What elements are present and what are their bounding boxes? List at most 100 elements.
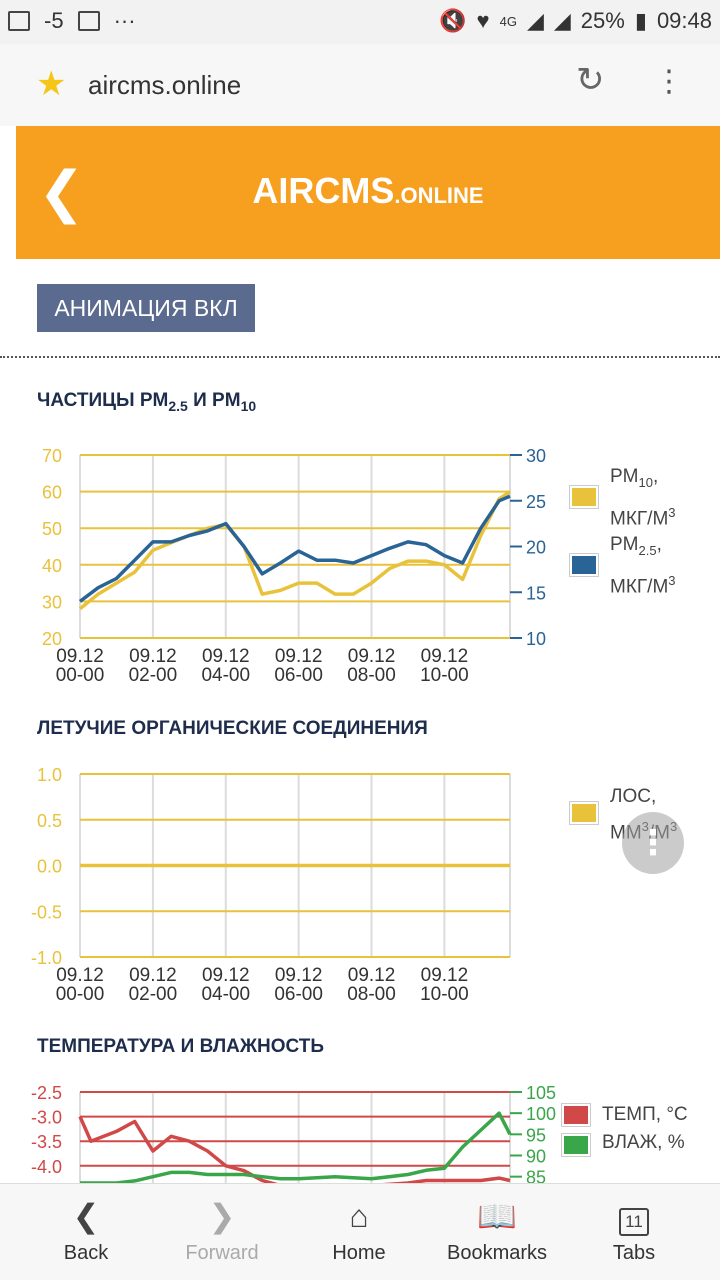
pm25-l1: PM	[610, 534, 639, 555]
pm-title-sub-b: 10	[240, 397, 257, 414]
x-tick-label: 09.12	[129, 965, 177, 986]
y-left-tick: 60	[42, 483, 62, 503]
pm25-sub: 2.5	[638, 542, 657, 558]
y-left-tick: -4.0	[31, 1157, 62, 1177]
y-right-tick: 20	[526, 538, 546, 558]
temp-section-title: ТЕМПЕРАТУРА И ВЛАЖНОСТЬ	[37, 1036, 325, 1057]
voc-l1: ЛОС,	[610, 786, 657, 807]
y-right-tick: 100	[526, 1104, 556, 1124]
x-tick-label: 09.12	[421, 965, 469, 986]
y-right-tick: 85	[526, 1168, 546, 1183]
temp-legend: ТЕМП, °C ВЛАЖ, %	[562, 1100, 720, 1160]
y-left-tick: 1.0	[37, 765, 62, 785]
pm10-legend-swatch[interactable]	[570, 486, 598, 508]
y-left-tick: -2.5	[31, 1083, 62, 1103]
divider	[0, 356, 720, 358]
nav-home-label: Home	[332, 1242, 386, 1264]
image-icon	[8, 11, 30, 31]
x-tick-label: 09.12	[348, 965, 396, 986]
pm25-legend-swatch[interactable]	[570, 554, 598, 576]
y-left-tick: 40	[42, 556, 62, 576]
book-icon: 📖	[477, 1198, 517, 1234]
site-title-suffix: .ONLINE	[394, 183, 484, 208]
reload-icon[interactable]: ↻	[576, 61, 605, 99]
nav-bookmarks[interactable]: 📖 Bookmarks	[427, 1184, 567, 1281]
voc-chart: 1.00.50.0-0.5-1.009.1200-0009.1202-0009.…	[31, 765, 511, 1005]
temp-legend-label: ТЕМП, °C	[602, 1104, 688, 1125]
voc-section-title: ЛЕТУЧИЕ ОРГАНИЧЕСКИЕ СОЕДИНЕНИЯ	[37, 718, 428, 739]
y-left-tick: 20	[42, 629, 62, 649]
pm-legend: PM10, МКГ/М3 PM2.5, МКГ/М3	[570, 462, 720, 597]
pm25-legend-label: PM2.5, МКГ/М3	[610, 530, 676, 602]
x-tick-label: 00-00	[56, 984, 105, 1005]
x-tick-label: 00-00	[56, 665, 105, 686]
x-tick-label: 06-00	[274, 665, 323, 686]
site-title-main: AIRCMS	[252, 170, 395, 211]
site-title: AIRCMS.ONLINE	[16, 170, 720, 212]
x-tick-label: 09.12	[56, 646, 104, 667]
animation-toggle-button[interactable]: АНИМАЦИЯ ВКЛ	[37, 284, 255, 332]
chevron-left-icon[interactable]: ❮	[38, 160, 85, 223]
y-left-tick: -3.5	[31, 1132, 62, 1152]
tab-count: 11	[619, 1208, 649, 1236]
series-line-0	[78, 1115, 511, 1183]
nav-back[interactable]: ❮ Back	[16, 1184, 156, 1281]
url-field[interactable]: aircms.online	[88, 70, 242, 100]
battery-percent: 25%	[580, 8, 625, 33]
status-temp: -5	[44, 8, 64, 33]
series-line-0	[78, 490, 511, 611]
x-tick-label: 10-00	[420, 984, 469, 1005]
x-tick-label: 02-00	[129, 984, 178, 1005]
floating-more-button[interactable]: ⋮	[622, 812, 684, 874]
x-tick-label: 06-00	[274, 984, 323, 1005]
y-left-tick: 50	[42, 519, 62, 539]
x-tick-label: 09.12	[202, 646, 250, 667]
y-right-tick: 90	[526, 1146, 546, 1166]
series-line-1	[78, 494, 511, 603]
x-tick-label: 10-00	[420, 665, 469, 686]
clock: 09:48	[656, 8, 712, 33]
nav-tabs[interactable]: 11 Tabs	[564, 1184, 704, 1281]
nav-forward-label: Forward	[185, 1242, 259, 1264]
signal-icon: ◢	[526, 8, 544, 33]
nav-forward[interactable]: ❯ Forward	[152, 1184, 292, 1281]
mute-icon: 🔇	[439, 8, 467, 33]
temp-legend-swatch[interactable]	[562, 1104, 590, 1126]
y-left-tick: 0.5	[37, 811, 62, 831]
pm10-sup: 3	[668, 504, 676, 520]
y-left-tick: -3.0	[31, 1108, 62, 1128]
pm-chart: 203040506070101520253009.1200-0009.1202-…	[42, 446, 546, 686]
star-icon[interactable]: ★	[36, 65, 67, 103]
more-vert-icon[interactable]: ⋮	[654, 65, 684, 98]
nav-tabs-label: Tabs	[612, 1242, 656, 1264]
y-left-tick: -0.5	[31, 902, 62, 922]
voc-legend-swatch[interactable]	[570, 802, 598, 824]
y-right-tick: 105	[526, 1083, 556, 1103]
nav-home[interactable]: ⌂ Home	[289, 1184, 429, 1281]
pm10-legend-label: PM10, МКГ/М3	[610, 462, 676, 534]
y-right-tick: 95	[526, 1125, 546, 1145]
mail-icon	[77, 11, 100, 31]
x-tick-label: 04-00	[201, 665, 250, 686]
signal-icon-2: ◢	[553, 8, 571, 33]
y-right-tick: 10	[526, 629, 546, 649]
pm25-tail: ,	[656, 534, 662, 555]
x-tick-label: 09.12	[421, 646, 469, 667]
y-right-tick: 15	[526, 583, 546, 603]
browser-url-bar: ★ aircms.online ↻ ⋮	[0, 44, 720, 126]
humidity-legend-swatch[interactable]	[562, 1134, 590, 1156]
y-right-tick: 30	[526, 446, 546, 466]
x-tick-label: 08-00	[347, 984, 396, 1005]
series-line-1	[80, 1111, 512, 1183]
pm-title-a: ЧАСТИЦЫ PM	[37, 390, 169, 411]
humidity-legend-label: ВЛАЖ, %	[602, 1132, 685, 1153]
x-tick-label: 09.12	[202, 965, 250, 986]
pm10-l1: PM	[610, 466, 639, 487]
x-tick-label: 09.12	[129, 646, 177, 667]
pm10-l2: МКГ/М	[610, 508, 669, 530]
heart-icon: ♥	[476, 8, 490, 33]
battery-icon: ▮	[634, 8, 647, 33]
status-bar: -5 ··· 🔇 ♥ 4G ◢ ◢ 25% ▮ 09:48	[0, 0, 720, 44]
home-icon: ⌂	[349, 1198, 369, 1234]
